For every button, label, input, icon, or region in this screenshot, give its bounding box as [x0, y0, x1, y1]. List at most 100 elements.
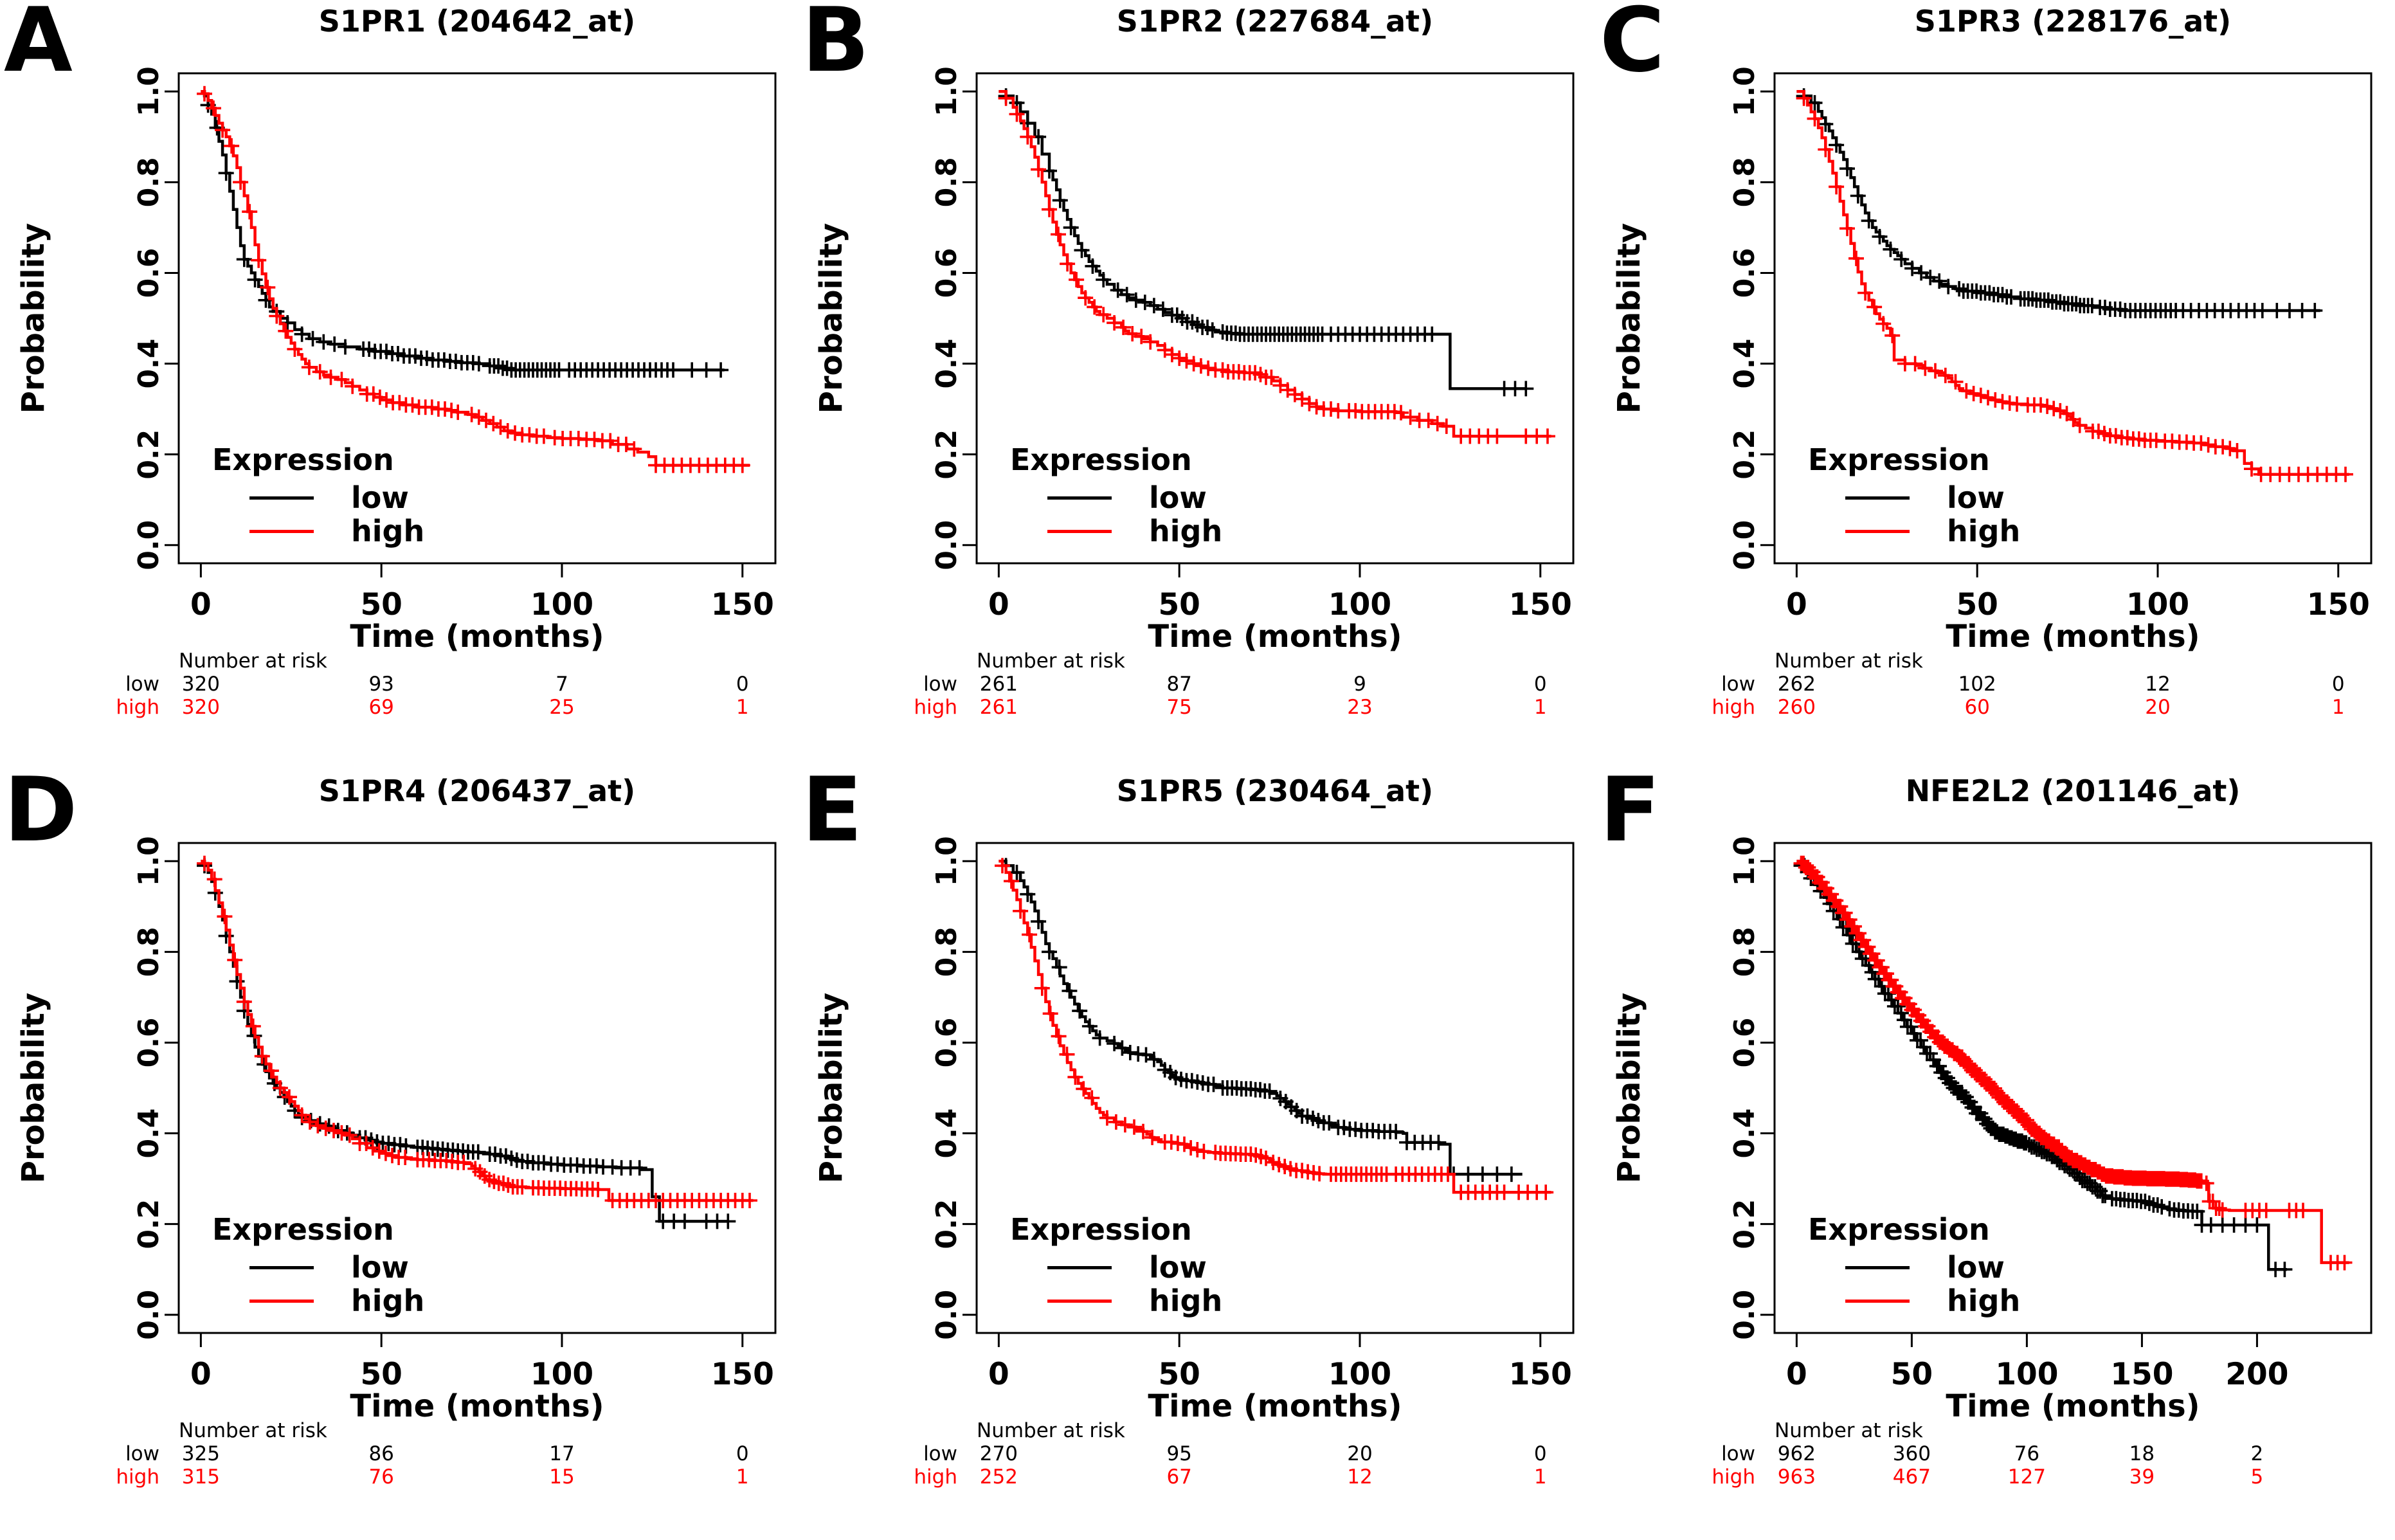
panel-letter: F: [1600, 770, 1660, 862]
svg-text:50: 50: [1158, 1357, 1200, 1392]
risk-row-label-high: high: [1712, 696, 1755, 719]
risk-value: 69: [368, 696, 394, 719]
svg-text:0: 0: [988, 587, 1009, 622]
svg-text:50: 50: [1158, 587, 1200, 622]
svg-text:0.8: 0.8: [930, 157, 963, 207]
svg-text:0.4: 0.4: [1728, 339, 1761, 389]
risk-value: 325: [181, 1442, 220, 1465]
panel-letter: E: [802, 770, 862, 862]
svg-text:150: 150: [1509, 587, 1572, 622]
svg-text:100: 100: [530, 587, 593, 622]
high-line-swatch: [1047, 1299, 1112, 1303]
panel-letter: B: [802, 0, 869, 92]
svg-text:0.0: 0.0: [930, 520, 963, 570]
risk-row-label-high: high: [116, 1465, 159, 1489]
svg-text:150: 150: [711, 587, 774, 622]
svg-text:0.2: 0.2: [132, 1199, 165, 1249]
svg-text:0: 0: [1786, 1357, 1807, 1392]
legend-title: Expression: [1808, 1212, 1990, 1247]
svg-text:0.8: 0.8: [1728, 927, 1761, 977]
panel-title: S1PR1 (204642_at): [318, 4, 636, 39]
legend-title: Expression: [1010, 1212, 1192, 1247]
risk-row-label-low: low: [923, 673, 957, 696]
legend-item-high: high: [1010, 514, 1222, 548]
high-line-swatch: [249, 529, 314, 533]
svg-text:150: 150: [1509, 1357, 1572, 1392]
legend: Expression low high: [1808, 1212, 2020, 1318]
risk-value: 18: [2129, 1442, 2155, 1465]
svg-text:0.4: 0.4: [1728, 1109, 1761, 1159]
x-axis-label: Time (months): [350, 1388, 604, 1424]
x-axis-label: Time (months): [1946, 619, 2200, 655]
x-axis-label: Time (months): [1946, 1388, 2200, 1424]
risk-value: 315: [181, 1465, 220, 1489]
risk-value: 2: [2250, 1442, 2264, 1465]
svg-text:0.6: 0.6: [1728, 1017, 1761, 1067]
risk-value: 252: [979, 1465, 1018, 1489]
survival-plot: 0 50 100 150 200 0.0 0.2 0.4 0.6 0.8 1.0: [1728, 836, 2372, 1392]
legend-item-low: low: [1010, 480, 1222, 515]
svg-text:1.0: 1.0: [930, 836, 963, 886]
low-line-swatch: [1845, 1265, 1910, 1269]
risk-value: 5: [2250, 1465, 2264, 1489]
risk-value: 467: [1892, 1465, 1931, 1489]
panel-f: F NFE2L2 (201146_at) HR = 0.85 (0.75 - 0…: [1596, 770, 2394, 1539]
legend-title: Expression: [212, 1212, 394, 1247]
risk-row-label-high: high: [116, 696, 159, 719]
risk-table-header: Number at risk: [1775, 649, 1923, 673]
svg-text:0.0: 0.0: [132, 520, 165, 570]
risk-table-header: Number at risk: [179, 1419, 327, 1442]
risk-value: 360: [1892, 1442, 1931, 1465]
panel-b: B S1PR2 (227684_at) HR = 1.38 (1.08 - 1.…: [798, 0, 1596, 770]
svg-text:0.8: 0.8: [930, 927, 963, 977]
risk-value: 1: [2331, 696, 2345, 719]
risk-value: 75: [1166, 696, 1192, 719]
svg-text:0.4: 0.4: [930, 1109, 963, 1159]
legend-item-high: high: [1808, 514, 2020, 548]
svg-text:0.8: 0.8: [132, 157, 165, 207]
panel-title: S1PR3 (228176_at): [1914, 4, 2232, 39]
svg-text:1.0: 1.0: [1728, 836, 1761, 886]
high-line-swatch: [1845, 1299, 1910, 1303]
svg-text:100: 100: [2126, 587, 2189, 622]
panel-letter: A: [4, 0, 73, 92]
svg-text:0.4: 0.4: [930, 339, 963, 389]
x-axis-label: Time (months): [350, 619, 604, 655]
svg-text:100: 100: [1328, 1357, 1391, 1392]
risk-value: 0: [2331, 673, 2345, 696]
svg-text:200: 200: [2225, 1357, 2288, 1392]
legend-item-low: low: [212, 480, 424, 515]
legend-item-low: low: [1808, 1250, 2020, 1285]
risk-row-label-low: low: [1721, 673, 1755, 696]
panel-a: A S1PR1 (204642_at) HR = 1.22 (1 - 1.49)…: [0, 0, 798, 770]
svg-text:0.0: 0.0: [132, 1290, 165, 1340]
svg-text:0.2: 0.2: [930, 430, 963, 480]
risk-value: 12: [1347, 1465, 1373, 1489]
svg-text:50: 50: [1956, 587, 1998, 622]
risk-row-label-high: high: [1712, 1465, 1755, 1489]
svg-text:1.0: 1.0: [930, 66, 963, 116]
risk-value: 20: [2145, 696, 2171, 719]
svg-text:0.4: 0.4: [132, 1109, 165, 1159]
panel-title: S1PR4 (206437_at): [318, 774, 636, 808]
svg-text:100: 100: [530, 1357, 593, 1392]
panel-c: C S1PR3 (228176_at) HR = 1.91 (1.5 - 2.4…: [1596, 0, 2394, 770]
risk-value: 1: [1533, 696, 1547, 719]
panel-e: E S1PR5 (230464_at) HR = 1.47 (1.16 - 1.…: [798, 770, 1596, 1539]
risk-value: 260: [1777, 696, 1816, 719]
risk-value: 1: [736, 1465, 749, 1489]
svg-text:150: 150: [2307, 587, 2370, 622]
legend: Expression low high: [1010, 442, 1222, 548]
risk-value: 9: [1353, 673, 1366, 696]
legend: Expression low high: [212, 1212, 424, 1318]
svg-text:0.2: 0.2: [930, 1199, 963, 1249]
risk-value: 320: [181, 673, 220, 696]
risk-value: 23: [1347, 696, 1373, 719]
svg-text:1.0: 1.0: [132, 66, 165, 116]
svg-text:100: 100: [1328, 587, 1391, 622]
svg-text:0.2: 0.2: [1728, 430, 1761, 480]
risk-value: 25: [549, 696, 575, 719]
svg-text:0: 0: [1786, 587, 1807, 622]
svg-text:0.0: 0.0: [1728, 1290, 1761, 1340]
risk-value: 39: [2129, 1465, 2155, 1489]
